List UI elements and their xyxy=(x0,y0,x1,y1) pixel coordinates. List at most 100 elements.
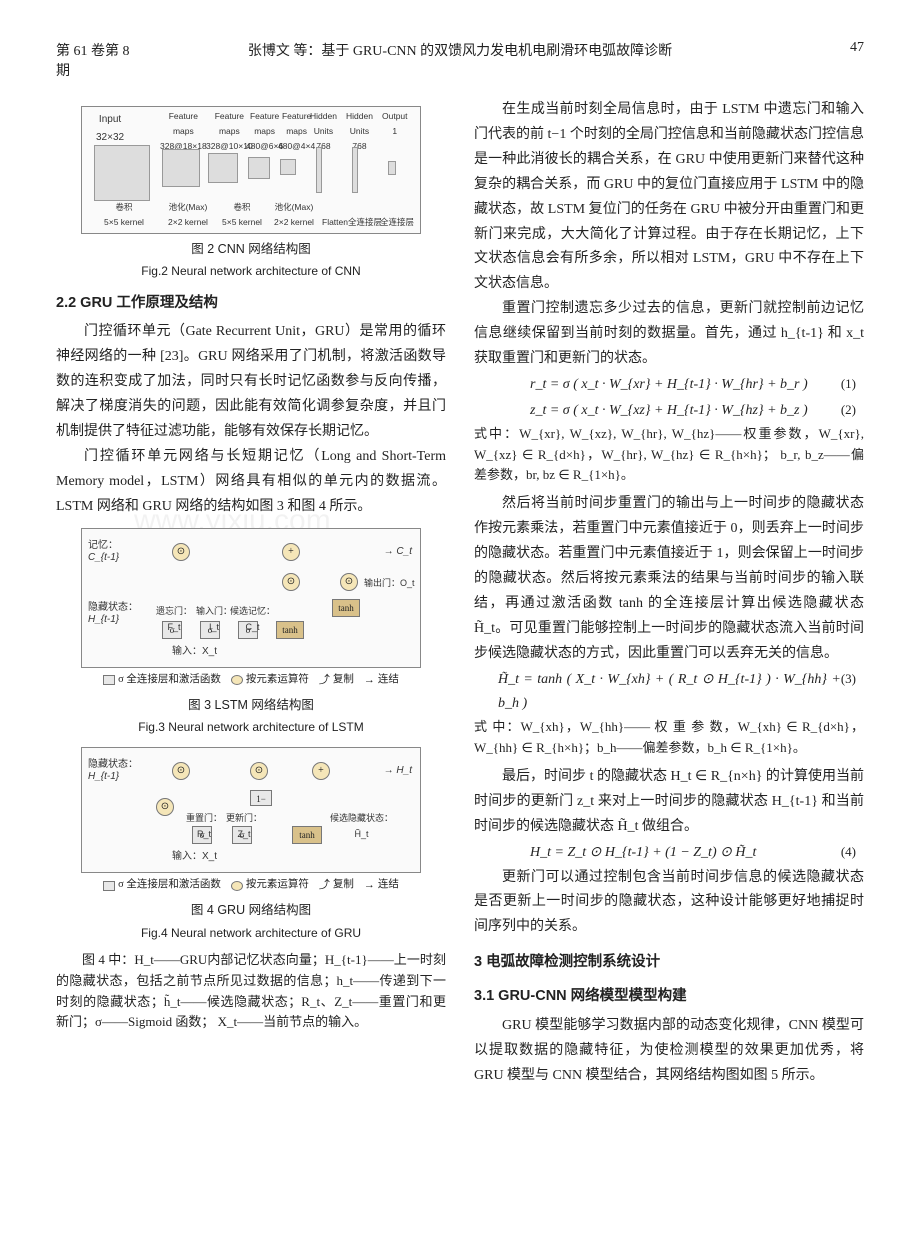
left-column: www.yixiu.com Input 32×32 Feature maps 3… xyxy=(56,98,446,1089)
right-column: 在生成当前时刻全局信息时，由于 LSTM 中遗忘门和输入门代表的前 t−1 个时… xyxy=(474,98,864,1089)
fig3-ct: → C_t xyxy=(384,543,412,561)
para-r4: 然后将当前时间步重置门的输出与上一时间步的隐藏状态作按元素乘法，若重置门中元素值… xyxy=(474,492,864,666)
section-2-2-heading: 2.2 GRU 工作原理及结构 xyxy=(56,291,446,317)
para-r6: 最后，时间步 t 的隐藏状态 H_t ∈ R_{n×h} 的计算使用当前时间步的… xyxy=(474,765,864,840)
para-r3: 式中：W_{xr}, W_{xz}, W_{hr}, W_{hz}——权重参数，… xyxy=(474,424,864,486)
fig2-fm1: Feature maps 328@18×18 xyxy=(160,109,207,154)
fig2-k4: 池化(Max) 2×2 kernel xyxy=(274,200,314,230)
figure-2: Input 32×32 Feature maps 328@18×18 Featu… xyxy=(56,106,446,283)
fig4-node-add: + xyxy=(312,762,330,780)
fig2-hu2: Hidden Units 768 xyxy=(346,109,373,154)
fig4-update: 更新门： Z_t xyxy=(226,810,262,842)
header-center: 张博文 等：基于 GRU-CNN 的双馈风力发电机电刷滑环电弧故障诊断 xyxy=(146,40,774,80)
page: 第 61 卷第 8 期 张博文 等：基于 GRU-CNN 的双馈风力发电机电刷滑… xyxy=(0,0,920,1129)
equation-4: H_t = Z_t ⊙ H_{t-1} + (1 − Z_t) ⊙ H̃_t (… xyxy=(474,840,864,866)
figure-4-diagram: 隐藏状态： H_{t-1} 输入：X_t ⊙ ⊙ + ⊙ 1− σ σ tanh… xyxy=(81,747,421,873)
fig3-input: 输入门： I_t xyxy=(196,603,232,635)
equation-4-body: H_t = Z_t ⊙ H_{t-1} + (1 − Z_t) ⊙ H̃_t xyxy=(530,841,756,866)
fig2-input-block xyxy=(94,145,150,201)
equation-2: z_t = σ ( x_t · W_{xz} + H_{t-1} · W_{hz… xyxy=(474,398,864,424)
fig4-leg-a-text: σ 全连接层和激活函数 xyxy=(118,876,221,895)
fig3-node-mul2: ⊙ xyxy=(282,573,300,591)
fig2-fm2-block xyxy=(208,153,238,183)
equation-3-body: H̃_t = tanh ( X_t · W_{xh} + ( R_t ⊙ H_{… xyxy=(498,668,841,718)
figure-3-diagram: 记忆： C_{t-1} 隐藏状态： H_{t-1} 输入：X_t ⊙ + ⊙ ⊙… xyxy=(81,528,421,668)
fig4-cand: 候选隐藏状态： H̃_t xyxy=(330,810,393,842)
fig4-node-mul3: ⊙ xyxy=(156,798,174,816)
fig2-hu1: Hidden Units 768 xyxy=(310,109,337,154)
fig3-tanh1: tanh xyxy=(276,621,304,639)
para-gru-intro: 门控循环单元（Gate Recurrent Unit，GRU）是常用的循环神经网… xyxy=(56,320,446,445)
fig2-hu2-block xyxy=(352,147,358,193)
fig2-fc: 全连接层 xyxy=(380,215,414,230)
figure-4-legend: σ 全连接层和激活函数 按元素运算符 ⤴复制 →连结 xyxy=(56,876,446,896)
equation-2-num: (2) xyxy=(841,398,856,421)
header-left: 第 61 卷第 8 期 xyxy=(56,40,146,80)
fig4-leg-c-text: 复制 xyxy=(333,876,354,895)
fig2-fm1-block xyxy=(162,149,200,187)
equation-1-body: r_t = σ ( x_t · W_{xr} + H_{t-1} · W_{hr… xyxy=(530,373,808,398)
fig3-leg-b: 按元素运算符 xyxy=(231,671,309,691)
fig2-flatten: Flatten全连接层 xyxy=(322,215,382,230)
fig3-hid-var: H_{t-1} xyxy=(88,611,119,629)
fig3-mem-var: C_{t-1} xyxy=(88,549,119,567)
section-3-1-heading: 3.1 GRU-CNN 网络模型模型构建 xyxy=(474,984,864,1010)
fig2-k2: 池化(Max) 2×2 kernel xyxy=(168,200,208,230)
fig2-out: Output 1 xyxy=(382,109,408,139)
equation-1-num: (1) xyxy=(841,372,856,395)
fig3-leg-d: →连结 xyxy=(364,671,399,691)
fig3-leg-b-text: 按元素运算符 xyxy=(246,671,309,690)
fig4-leg-b: 按元素运算符 xyxy=(231,876,309,896)
figure-2-caption-cn: 图 2 CNN 网络结构图 xyxy=(56,238,446,260)
para-r7: 更新门可以通过控制包含当前时间步信息的候选隐藏状态是否更新上一时间步的隐藏状态，… xyxy=(474,866,864,941)
two-column-layout: www.yixiu.com Input 32×32 Feature maps 3… xyxy=(56,98,864,1089)
figure-4-caption-en: Fig.4 Neural network architecture of GRU xyxy=(56,923,446,944)
fig4-leg-c: ⤴复制 xyxy=(319,876,354,896)
fig2-hu1-block xyxy=(316,147,322,193)
fig3-leg-d-text: 连结 xyxy=(378,671,399,690)
para-r1: 在生成当前时刻全局信息时，由于 LSTM 中遗忘门和输入门代表的前 t−1 个时… xyxy=(474,98,864,297)
fig3-leg-c: ⤴复制 xyxy=(319,671,354,691)
equation-3: H̃_t = tanh ( X_t · W_{xh} + ( R_t ⊙ H_{… xyxy=(474,667,864,718)
fig2-fm3-block xyxy=(248,157,270,179)
figure-3-caption-en: Fig.3 Neural network architecture of LST… xyxy=(56,717,446,738)
fig4-tanh: tanh xyxy=(292,826,322,844)
fig4-leg-b-text: 按元素运算符 xyxy=(246,876,309,895)
fig3-forget: 遗忘门： F_t xyxy=(156,603,192,635)
fig3-leg-c-text: 复制 xyxy=(333,671,354,690)
fig2-k1: 卷积 5×5 kernel xyxy=(104,200,144,230)
fig4-ht: → H_t xyxy=(384,762,412,780)
equation-2-body: z_t = σ ( x_t · W_{xz} + H_{t-1} · W_{hz… xyxy=(530,399,808,424)
fig2-out-block xyxy=(388,161,396,175)
header-right: 47 xyxy=(774,40,864,80)
fig3-leg-a: σ 全连接层和激活函数 xyxy=(103,671,221,691)
fig4-leg-d: →连结 xyxy=(364,876,399,896)
equation-1: r_t = σ ( x_t · W_{xr} + H_{t-1} · W_{hr… xyxy=(474,372,864,398)
figure-2-diagram: Input 32×32 Feature maps 328@18×18 Featu… xyxy=(81,106,421,234)
equation-4-num: (4) xyxy=(841,840,856,863)
fig4-leg-d-text: 连结 xyxy=(378,876,399,895)
para-gru-lstm: 门控循环单元网络与长短期记忆（Long and Short-Term Memor… xyxy=(56,445,446,520)
fig3-cand: 候选记忆： C_t xyxy=(230,603,275,635)
figure-3: 记忆： C_{t-1} 隐藏状态： H_{t-1} 输入：X_t ⊙ + ⊙ ⊙… xyxy=(56,528,446,739)
figure-3-legend: σ 全连接层和激活函数 按元素运算符 ⤴复制 →连结 xyxy=(56,671,446,691)
fig3-node-add: + xyxy=(282,543,300,561)
fig4-hid-var: H_{t-1} xyxy=(88,768,119,786)
fig3-node-mul1: ⊙ xyxy=(172,543,190,561)
fig4-node-mul1: ⊙ xyxy=(172,762,190,780)
fig2-input-label: Input 32×32 xyxy=(96,111,124,147)
fig2-fm4-block xyxy=(280,159,296,175)
figure-2-caption-en: Fig.2 Neural network architecture of CNN xyxy=(56,261,446,282)
para-r5: 式 中：W_{xh}，W_{hh}—— 权 重 参 数，W_{xh} ∈ R_{… xyxy=(474,717,864,759)
fig3-out: 输出门：O_t xyxy=(364,575,415,591)
page-header: 第 61 卷第 8 期 张博文 等：基于 GRU-CNN 的双馈风力发电机电刷滑… xyxy=(56,40,864,80)
fig4-oneminus: 1− xyxy=(250,790,272,806)
fig3-in-label: 输入：X_t xyxy=(172,643,217,661)
figure-3-caption-cn: 图 3 LSTM 网络结构图 xyxy=(56,694,446,716)
fig2-k3: 卷积 5×5 kernel xyxy=(222,200,262,230)
fig4-leg-a: σ 全连接层和激活函数 xyxy=(103,876,221,896)
equation-3-num: (3) xyxy=(841,667,856,690)
fig4-var-explain: 图 4 中：H_t——GRU内部记忆状态向量；H_{t-1}——上一时刻的隐藏状… xyxy=(56,950,446,1033)
figure-4: 隐藏状态： H_{t-1} 输入：X_t ⊙ ⊙ + ⊙ 1− σ σ tanh… xyxy=(56,747,446,944)
para-r2: 重置门控制遗忘多少过去的信息，更新门就控制前边记忆信息继续保留到当前时刻的数据量… xyxy=(474,297,864,372)
